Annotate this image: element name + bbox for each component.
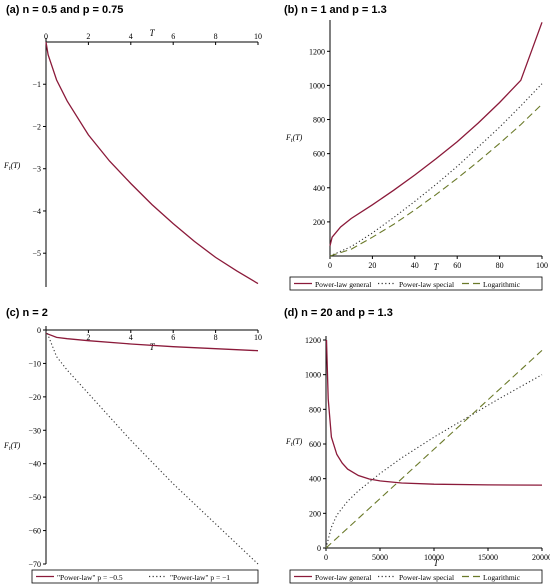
x-tick-label: 0 <box>44 32 48 41</box>
x-axis-label: T <box>149 342 155 352</box>
x-axis-label: T <box>433 558 439 568</box>
x-tick-label: 60 <box>453 261 461 270</box>
legend-label-0: Power-law general <box>315 280 371 289</box>
y-tick-label: 400 <box>309 475 321 484</box>
x-tick-label: 15000 <box>478 553 498 562</box>
y-tick-label: −40 <box>28 460 41 469</box>
legend-box <box>31 569 259 584</box>
y-tick-label: −2 <box>32 122 41 131</box>
series-line-0 <box>45 332 259 352</box>
y-tick-label: 600 <box>313 150 325 159</box>
x-tick-label: 10000 <box>424 553 444 562</box>
y-tick-label: −30 <box>28 426 41 435</box>
legend-box <box>289 569 543 584</box>
series-line-0 <box>325 339 543 486</box>
x-tick-label: 2 <box>86 32 90 41</box>
x-tick-label: 4 <box>129 333 133 342</box>
chart-d-title: (d) n = 20 and p = 1.3 <box>284 307 393 319</box>
y-tick-label: 0 <box>37 326 41 335</box>
series-line-1 <box>329 83 543 257</box>
y-tick-label: 200 <box>313 218 325 227</box>
y-tick-label: 800 <box>313 116 325 125</box>
y-tick-label: 0 <box>317 544 321 553</box>
chart-b-title: (b) n = 1 and p = 1.3 <box>284 4 387 16</box>
x-tick-label: 0 <box>328 261 332 270</box>
y-tick-label: 1000 <box>305 371 321 380</box>
legend-label-1: Power-law special <box>399 573 454 582</box>
series-line-1 <box>325 374 543 549</box>
x-tick-label: 4 <box>129 32 133 41</box>
x-tick-label: 0 <box>324 553 328 562</box>
series-line-0 <box>45 41 259 285</box>
x-tick-label: 5000 <box>372 553 388 562</box>
y-tick-label: 200 <box>309 509 321 518</box>
x-tick-label: 20 <box>368 261 376 270</box>
y-axis-label: Ft(T) <box>3 441 21 452</box>
legend-box <box>289 276 543 291</box>
x-tick-label: 8 <box>214 333 218 342</box>
y-tick-label: −20 <box>28 393 41 402</box>
series-line-2 <box>325 349 543 549</box>
legend-label-0: "Power-law" p = −0.5 <box>57 573 123 582</box>
legend-label-1: "Power-law" p = −1 <box>170 573 230 582</box>
y-tick-label: −10 <box>28 359 41 368</box>
x-tick-label: 10 <box>254 32 262 41</box>
y-tick-label: −60 <box>28 527 41 536</box>
chart-c-title: (c) n = 2 <box>6 307 48 319</box>
series-line-0 <box>329 22 543 246</box>
x-tick-label: 6 <box>171 32 175 41</box>
y-tick-label: −70 <box>28 560 41 569</box>
chart-a-title: (a) n = 0.5 and p = 0.75 <box>6 4 124 16</box>
y-tick-label: −50 <box>28 493 41 502</box>
y-tick-label: 1200 <box>305 336 321 345</box>
x-tick-label: 80 <box>496 261 504 270</box>
legend-label-1: Power-law special <box>399 280 454 289</box>
series-line-2 <box>329 103 543 257</box>
y-tick-label: −5 <box>32 249 41 258</box>
y-tick-label: 800 <box>309 405 321 414</box>
legend-label-2: Logarithmic <box>483 573 521 582</box>
y-axis-label: Ft(T) <box>3 161 21 172</box>
y-tick-label: −3 <box>32 165 41 174</box>
x-tick-label: 8 <box>214 32 218 41</box>
y-tick-label: 1000 <box>309 81 325 90</box>
x-tick-label: 6 <box>171 333 175 342</box>
y-tick-label: −1 <box>32 80 41 89</box>
x-axis-label: T <box>149 28 155 38</box>
series-line-1 <box>45 329 259 565</box>
y-axis-label: Ft(T) <box>285 133 303 144</box>
y-tick-label: −4 <box>32 207 41 216</box>
x-tick-label: 20000 <box>532 553 550 562</box>
y-tick-label: 600 <box>309 440 321 449</box>
y-axis-label: Ft(T) <box>285 437 303 448</box>
x-tick-label: 10 <box>254 333 262 342</box>
x-tick-label: 40 <box>411 261 419 270</box>
y-tick-label: 400 <box>313 184 325 193</box>
legend-label-2: Logarithmic <box>483 280 521 289</box>
y-tick-label: 1200 <box>309 47 325 56</box>
x-tick-label: 2 <box>86 333 90 342</box>
x-tick-label: 100 <box>536 261 548 270</box>
x-axis-label: T <box>433 262 439 272</box>
legend-label-0: Power-law general <box>315 573 371 582</box>
